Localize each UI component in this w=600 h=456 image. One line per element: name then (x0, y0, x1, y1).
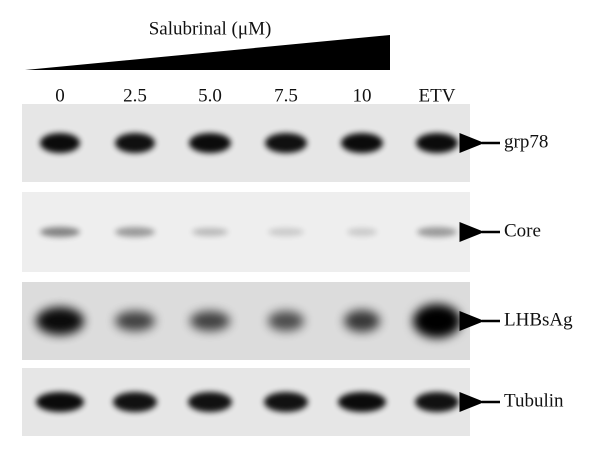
lane-label: 10 (353, 85, 372, 106)
blot-label: LHBsAg (504, 309, 573, 330)
band (188, 392, 232, 412)
band (413, 304, 461, 338)
lane-label: 2.5 (123, 85, 147, 106)
band (40, 133, 80, 153)
band (115, 133, 155, 153)
band (338, 392, 386, 412)
band (344, 310, 380, 332)
band (416, 133, 458, 153)
band (264, 392, 308, 412)
lane-label: 5.0 (198, 85, 222, 106)
band (40, 227, 80, 237)
lane-label: ETV (419, 85, 456, 106)
band (115, 227, 155, 237)
band (115, 311, 155, 331)
band (265, 133, 307, 153)
blot-panel (22, 104, 470, 182)
band (113, 392, 157, 412)
band (192, 228, 228, 236)
treatment-label: Salubrinal (μM) (149, 18, 272, 39)
lane-label: 7.5 (274, 85, 298, 106)
band (347, 228, 377, 236)
gradient-triangle (25, 35, 390, 70)
blot-label: Core (504, 220, 541, 241)
band (36, 392, 84, 412)
band (417, 227, 457, 237)
band (341, 133, 383, 153)
blot-panel (22, 282, 470, 360)
band (268, 311, 304, 331)
lane-label: 0 (55, 85, 65, 106)
blot-label: Tubulin (504, 390, 564, 411)
blot-panel (22, 192, 470, 272)
band (189, 133, 231, 153)
blot-panel (22, 368, 470, 436)
band (36, 307, 84, 335)
band (268, 228, 304, 236)
band (190, 311, 230, 331)
blot-label: grp78 (504, 131, 548, 152)
band (415, 392, 459, 412)
